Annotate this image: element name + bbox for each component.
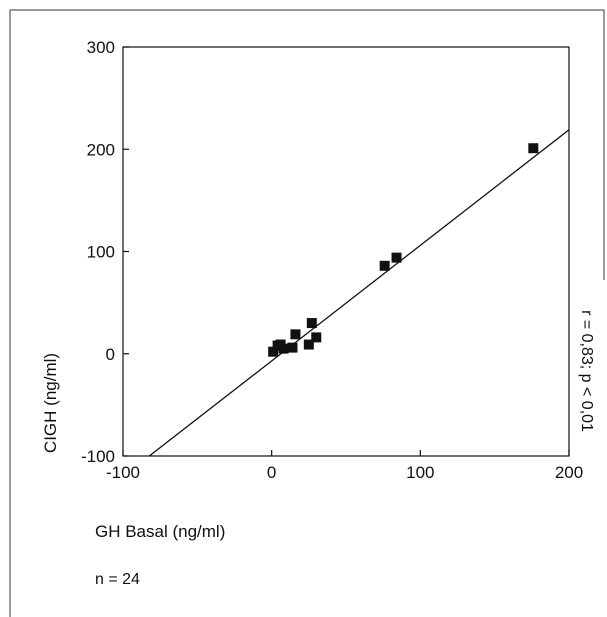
data-point	[278, 343, 289, 354]
data-points	[268, 143, 539, 357]
y-tick-label: 100	[87, 243, 115, 262]
x-tick-label: 200	[555, 463, 583, 482]
x-axis-label: GH Basal (ng/ml)	[95, 522, 225, 541]
axis-ticks	[122, 46, 570, 457]
data-point	[268, 346, 279, 357]
data-point	[290, 329, 301, 340]
data-point	[287, 342, 298, 353]
plot-area	[122, 46, 570, 457]
sample-size-annotation: n = 24	[95, 571, 140, 588]
tick-labels: -100 0 100 200 -100 0 100 200 300	[81, 38, 583, 482]
data-point	[528, 143, 539, 154]
data-point	[311, 332, 322, 343]
y-tick-label: 300	[87, 38, 115, 57]
y-tick-label: 0	[106, 345, 115, 364]
x-tick-label: 0	[267, 463, 276, 482]
y-tick-label: 200	[87, 140, 115, 159]
y-tick-label: -100	[81, 447, 115, 466]
correlation-annotation: r = 0,83; p < 0,01	[578, 310, 595, 432]
x-tick-label: 100	[406, 463, 434, 482]
data-point	[306, 318, 317, 329]
regression-line	[148, 129, 569, 456]
data-point	[379, 260, 390, 271]
x-tick-label: -100	[106, 463, 140, 482]
data-point	[303, 339, 314, 350]
data-point	[391, 252, 402, 263]
y-axis-label: CIGH (ng/ml)	[41, 353, 60, 453]
